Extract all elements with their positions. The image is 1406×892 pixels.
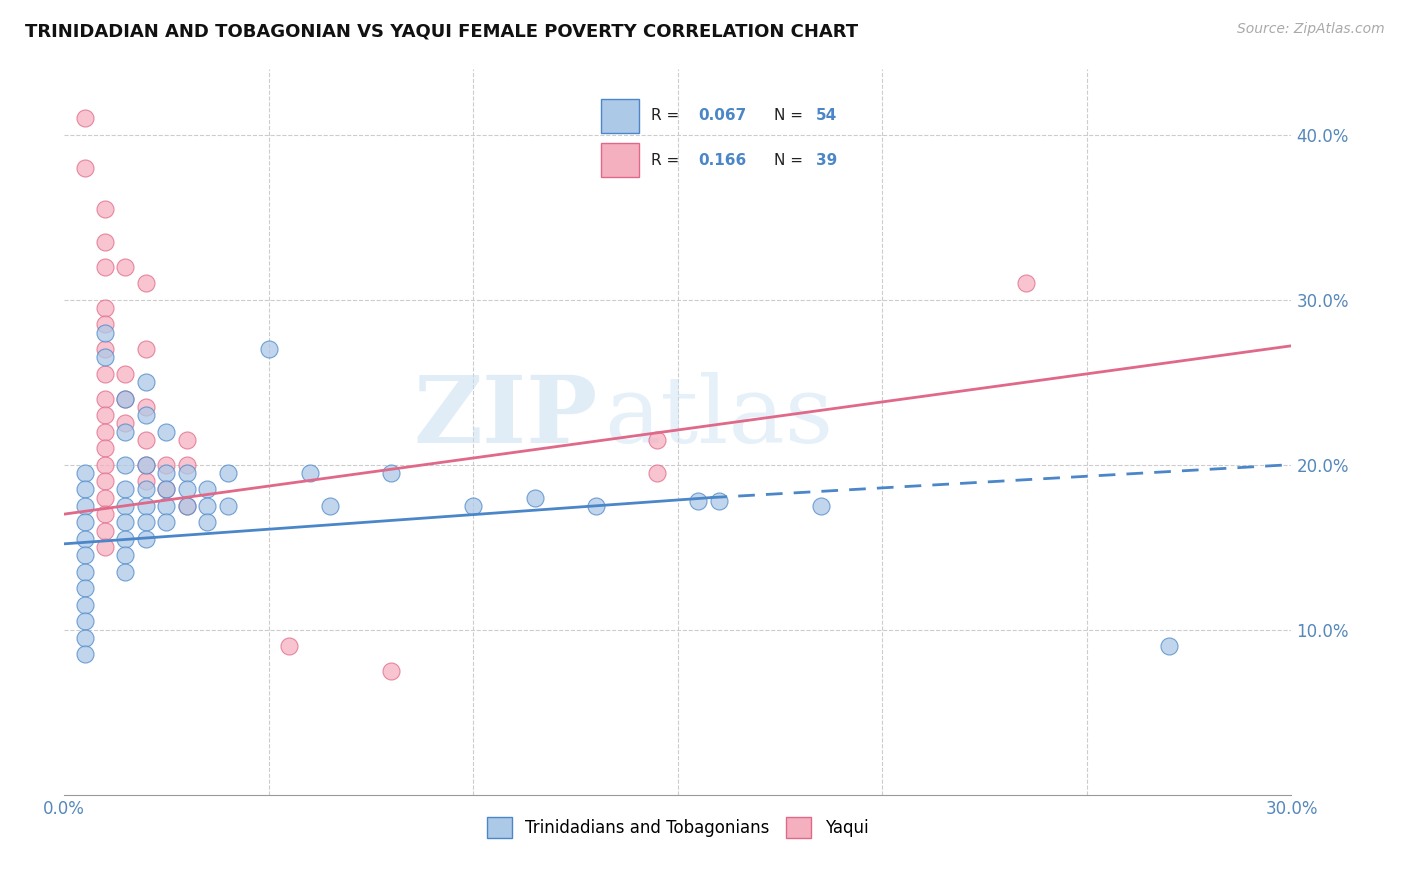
Point [135, 532, 157, 546]
Point [114, 417, 136, 431]
Point [94, 342, 117, 356]
Point [94, 408, 117, 422]
Point [94, 540, 117, 554]
Point [94, 458, 117, 472]
Point [94, 301, 117, 315]
Point [810, 499, 832, 513]
Point [135, 375, 157, 389]
Point [176, 499, 198, 513]
Point [155, 483, 177, 497]
Point [73, 598, 96, 612]
Point [176, 483, 198, 497]
Point [73, 648, 96, 662]
Point [94, 425, 117, 439]
Point [94, 491, 117, 505]
Point [114, 516, 136, 530]
Point [94, 474, 117, 488]
Point [73, 565, 96, 579]
Point [176, 433, 198, 447]
Point [1157, 639, 1180, 653]
Point [135, 483, 157, 497]
Point [155, 466, 177, 480]
Point [73, 466, 96, 480]
Point [380, 664, 402, 678]
Point [707, 494, 730, 508]
Text: ZIP: ZIP [413, 372, 598, 462]
Point [114, 425, 136, 439]
Point [319, 499, 342, 513]
Point [73, 631, 96, 645]
Legend: Trinidadians and Tobagonians, Yaqui: Trinidadians and Tobagonians, Yaqui [481, 811, 875, 845]
Point [523, 491, 546, 505]
Point [94, 351, 117, 365]
Point [155, 499, 177, 513]
Point [114, 392, 136, 406]
Point [73, 582, 96, 596]
Point [114, 260, 136, 274]
Point [114, 392, 136, 406]
Point [114, 458, 136, 472]
Point [73, 516, 96, 530]
Point [155, 458, 177, 472]
Point [94, 318, 117, 332]
Point [135, 276, 157, 290]
Text: Source: ZipAtlas.com: Source: ZipAtlas.com [1237, 22, 1385, 37]
Point [73, 549, 96, 563]
Point [114, 499, 136, 513]
Point [94, 235, 117, 249]
Point [94, 524, 117, 538]
Point [73, 161, 96, 175]
Point [94, 260, 117, 274]
Point [135, 400, 157, 414]
Point [195, 516, 218, 530]
Point [298, 466, 321, 480]
Point [114, 549, 136, 563]
Point [585, 499, 607, 513]
Point [135, 433, 157, 447]
Point [278, 639, 301, 653]
Text: TRINIDADIAN AND TOBAGONIAN VS YAQUI FEMALE POVERTY CORRELATION CHART: TRINIDADIAN AND TOBAGONIAN VS YAQUI FEMA… [25, 22, 859, 40]
Point [73, 532, 96, 546]
Point [114, 565, 136, 579]
Point [135, 516, 157, 530]
Point [176, 499, 198, 513]
Point [94, 392, 117, 406]
Point [463, 499, 485, 513]
Point [217, 499, 239, 513]
Point [195, 483, 218, 497]
Point [380, 466, 402, 480]
Point [645, 433, 668, 447]
Point [257, 342, 280, 356]
Point [155, 425, 177, 439]
Point [135, 342, 157, 356]
Point [135, 499, 157, 513]
Point [135, 408, 157, 422]
Point [176, 458, 198, 472]
Point [94, 326, 117, 340]
Point [176, 466, 198, 480]
Point [155, 483, 177, 497]
Point [73, 483, 96, 497]
Text: atlas: atlas [605, 372, 834, 462]
Point [195, 499, 218, 513]
Point [94, 202, 117, 216]
Point [135, 458, 157, 472]
Point [73, 499, 96, 513]
Point [135, 458, 157, 472]
Point [94, 367, 117, 381]
Point [114, 367, 136, 381]
Point [94, 441, 117, 455]
Point [217, 466, 239, 480]
Point [688, 494, 710, 508]
Point [1014, 276, 1036, 290]
Point [135, 474, 157, 488]
Point [155, 516, 177, 530]
Point [114, 532, 136, 546]
Point [73, 615, 96, 629]
Point [73, 111, 96, 125]
Point [645, 466, 668, 480]
Point [114, 483, 136, 497]
Point [94, 507, 117, 521]
